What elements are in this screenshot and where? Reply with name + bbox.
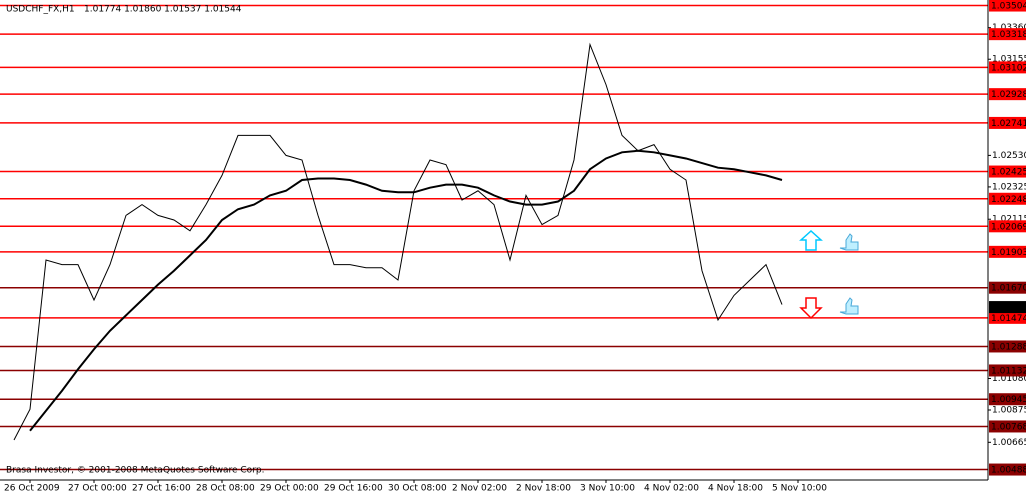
level-label-box [989, 420, 1026, 433]
y-tick-label: 1.00875 [992, 406, 1026, 416]
level-label: 1.02069 [991, 222, 1026, 232]
level-label: 1.01132 [991, 366, 1026, 376]
y-tick-label: 1.02115 [992, 215, 1026, 225]
x-tick-label: 5 Nov 10:00 [772, 484, 827, 494]
down-arrow [799, 297, 823, 320]
y-tick-label: 1.00665 [992, 438, 1026, 448]
x-tick-label: 28 Oct 08:00 [196, 484, 255, 494]
thumb-icon [839, 233, 859, 251]
footer: Brasa Investor, © 2001-2008 MetaQuotes S… [6, 466, 264, 476]
plot [13, 42, 783, 441]
chart-title: USDCHF_FX,H1 [6, 5, 75, 15]
x-tick-label: 4 Nov 02:00 [644, 484, 699, 494]
price-line [13, 42, 783, 441]
level-label: 1.01288 [991, 342, 1026, 352]
x-tick-label: 29 Oct 16:00 [324, 484, 383, 494]
moving-average [29, 149, 783, 432]
level-label-box [989, 245, 1026, 258]
thumb-icon [839, 297, 859, 315]
level-label-box [989, 311, 1026, 324]
level-label: 1.01474 [991, 314, 1026, 324]
level-label-box [989, 281, 1026, 294]
level-label-box [989, 220, 1026, 233]
level-label: 1.02928 [991, 90, 1026, 100]
x-tick-label: 27 Oct 00:00 [68, 484, 127, 494]
level-label-box [989, 0, 1026, 12]
y-tick-label: 1.02325 [992, 182, 1026, 192]
level-label-box [989, 165, 1026, 178]
level-label-box [989, 463, 1026, 476]
y-tick-label: 1.03155 [992, 55, 1026, 65]
x-tick-label: 4 Nov 18:00 [708, 484, 763, 494]
level-label: 1.01670 [991, 284, 1026, 294]
x-tick-label: 29 Oct 00:00 [260, 484, 319, 494]
current-price: 1.01544 [991, 303, 1026, 313]
level-label-box [989, 116, 1026, 129]
level-label: 1.01903 [991, 248, 1026, 258]
level-label: 1.00768 [991, 422, 1026, 432]
level-label: 1.03102 [991, 63, 1026, 73]
y-tick-label: 1.01080 [992, 374, 1026, 384]
x-tick-label: 2 Nov 02:00 [452, 484, 507, 494]
quote: 1.01774 1.01860 1.01537 1.01544 [84, 5, 242, 15]
x-tick-label: 26 Oct 2009 [4, 484, 60, 494]
level-label-box [989, 393, 1026, 406]
level-label-box [989, 192, 1026, 205]
level-label-box [989, 340, 1026, 353]
level-label-box [989, 61, 1026, 74]
up-arrow [799, 229, 823, 251]
level-label: 1.02425 [991, 168, 1026, 178]
levels [0, 4, 988, 471]
x-tick-label: 27 Oct 16:00 [132, 484, 191, 494]
level-label: 1.02248 [991, 195, 1026, 205]
level-label: 1.00488 [991, 466, 1026, 476]
y-tick-label: 1.02530 [992, 151, 1026, 161]
level-label-box [989, 364, 1026, 377]
x-tick-label: 2 Nov 18:00 [516, 484, 571, 494]
level-label: 1.03318 [991, 30, 1026, 40]
level-label: 1.00945 [991, 395, 1026, 405]
x-tick-label: 30 Oct 08:00 [388, 484, 447, 494]
level-label-box [989, 88, 1026, 101]
current-price-box [989, 301, 1026, 314]
level-label: 1.02741 [991, 119, 1026, 129]
level-label-box [989, 28, 1026, 41]
x-tick-label: 3 Nov 10:00 [580, 484, 635, 494]
level-label: 1.03504 [991, 2, 1026, 12]
